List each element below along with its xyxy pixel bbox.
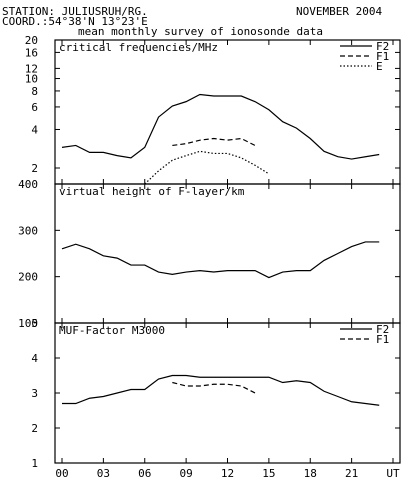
y-tick-label: 16: [25, 46, 38, 59]
x-tick-label: 15: [262, 467, 275, 480]
legend-label: F1: [376, 50, 389, 63]
y-tick-label: 3: [31, 387, 38, 400]
plot-frame: [54, 39, 401, 185]
y-tick-label: 8: [31, 85, 38, 98]
legend-label: F1: [376, 333, 389, 346]
survey-subtitle: mean monthly survey of ionosonde data: [78, 25, 324, 38]
y-tick-label: 200: [18, 271, 38, 284]
coordinates-label: COORD.:54°38'N 13°23'E: [2, 15, 148, 28]
x-tick-label: 09: [180, 467, 193, 480]
panel-title: virtual height of F-layer/km: [59, 185, 245, 198]
y-tick-label: 5: [31, 317, 38, 330]
x-tick-label: UT: [386, 467, 400, 480]
y-tick-label: 6: [31, 101, 38, 114]
series-line-e: [144, 150, 270, 185]
y-tick-label: 20: [25, 34, 38, 47]
y-tick-label: 100: [18, 317, 38, 330]
plot-frame: [54, 183, 401, 324]
y-tick-label: 4: [31, 352, 38, 365]
y-tick-label: 2: [31, 422, 38, 435]
x-tick-label: 18: [304, 467, 317, 480]
panel-title: MUF-Factor M3000: [59, 324, 165, 337]
y-tick-label: 300: [18, 224, 38, 237]
legend-label: E: [376, 60, 383, 73]
legend-label: F2: [376, 323, 389, 336]
chart-panel-2: 100 200 300 400 virtual height of F-layer/km: [18, 178, 401, 330]
series-line-f1: [172, 137, 256, 147]
legend-label: F2: [376, 40, 389, 53]
series-line-f2: [62, 374, 380, 406]
x-tick-label: 00: [55, 467, 68, 480]
station-label: STATION: JULIUSRUH/RG.: [2, 5, 148, 18]
series-line-f2: [61, 93, 380, 160]
plot-frame: [54, 322, 401, 464]
series-line-main: [61, 241, 380, 279]
series-line-f1: [172, 381, 256, 394]
x-tick-label: 03: [97, 467, 110, 480]
y-tick-label: 10: [25, 73, 38, 86]
x-tick-label: 21: [345, 467, 358, 480]
month-label: NOVEMBER 2004: [296, 5, 383, 18]
x-tick-label: 12: [221, 467, 234, 480]
y-tick-label: 400: [18, 178, 38, 191]
panel-title: critical frequencies/MHz: [59, 41, 218, 54]
y-tick-label: 1: [31, 457, 38, 470]
y-tick-label: 4: [31, 123, 38, 136]
x-tick-label: 06: [138, 467, 151, 480]
y-tick-label: 12: [25, 62, 38, 75]
y-tick-label: 2: [31, 162, 38, 175]
